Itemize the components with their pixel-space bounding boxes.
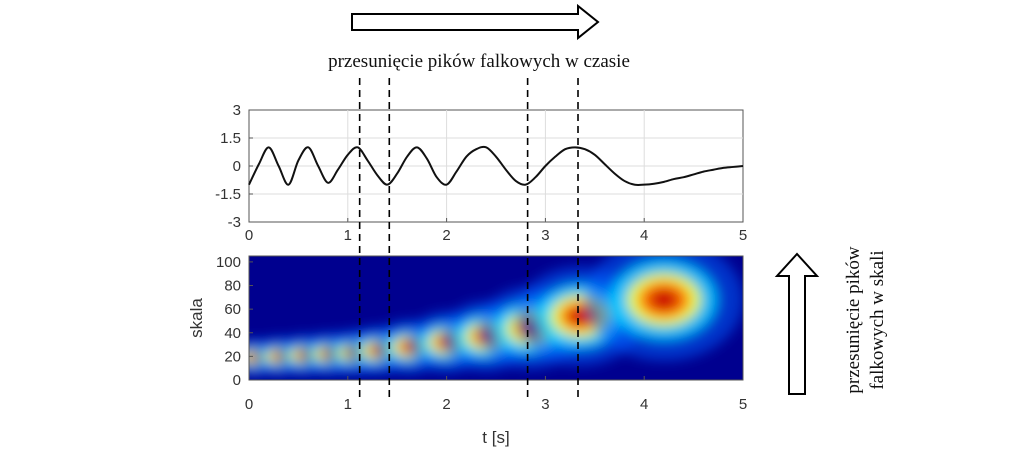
signal-x-ticks: 0 1 2 3 4 5 [245,218,747,244]
peak-core [649,288,679,311]
x-tick-label: 5 [739,227,747,244]
scale-shift-label: przesunięcie pików falkowych w skali [843,246,888,393]
scalogram-y-ticks: 100 80 60 40 20 0 [216,254,253,389]
scalogram-frame [248,255,744,381]
scalogram-peaks [249,256,743,378]
signal-plot: 0 1 2 3 4 5 3 1.5 0 -1.5 -3 [215,102,747,244]
x-tick-label: 5 [739,396,747,413]
time-markers [358,78,579,400]
y-tick-label: 0 [233,372,241,389]
scale-shift-label-line1: przesunięcie pików [843,246,864,393]
y-tick-label: -3 [228,214,241,231]
x-tick-label: 0 [245,396,253,413]
x-tick-label: 2 [442,227,450,244]
scalogram-xlabel: t [s] [482,428,509,447]
y-tick-label: 60 [224,301,241,318]
scale-shift-label-line2: falkowych w skali [867,250,888,389]
x-tick-label: 1 [344,396,352,413]
signal-y-ticks: 3 1.5 0 -1.5 -3 [215,102,253,231]
x-tick-label: 3 [541,396,549,413]
time-shift-label: przesunięcie pików falkowych w czasie [328,51,630,72]
signal-grid [249,110,743,222]
x-tick-label: 0 [245,227,253,244]
y-tick-label: 3 [233,102,241,119]
y-tick-label: 80 [224,278,241,295]
y-tick-label: 100 [216,254,241,271]
x-tick-label: 4 [640,396,648,413]
scalogram-plot: 0 1 2 3 4 5 100 80 60 40 20 0 t [s] skala [187,254,747,447]
signal-line [248,145,744,186]
scalogram-ylabel: skala [187,298,206,338]
y-tick-label: 40 [224,325,241,342]
x-tick-label: 1 [344,227,352,244]
time-shift-arrow [351,3,600,41]
scalogram-peak [584,256,743,361]
peak-core [568,307,592,325]
x-tick-label: 2 [442,396,450,413]
scalogram-x-ticks: 0 1 2 3 4 5 [245,376,747,413]
y-tick-label: 0 [233,158,241,175]
y-tick-label: 1.5 [220,130,241,147]
y-tick-label: 20 [224,348,241,365]
y-tick-label: -1.5 [215,186,241,203]
x-tick-label: 3 [541,227,549,244]
x-tick-label: 4 [640,227,648,244]
scale-shift-arrow [774,252,820,395]
